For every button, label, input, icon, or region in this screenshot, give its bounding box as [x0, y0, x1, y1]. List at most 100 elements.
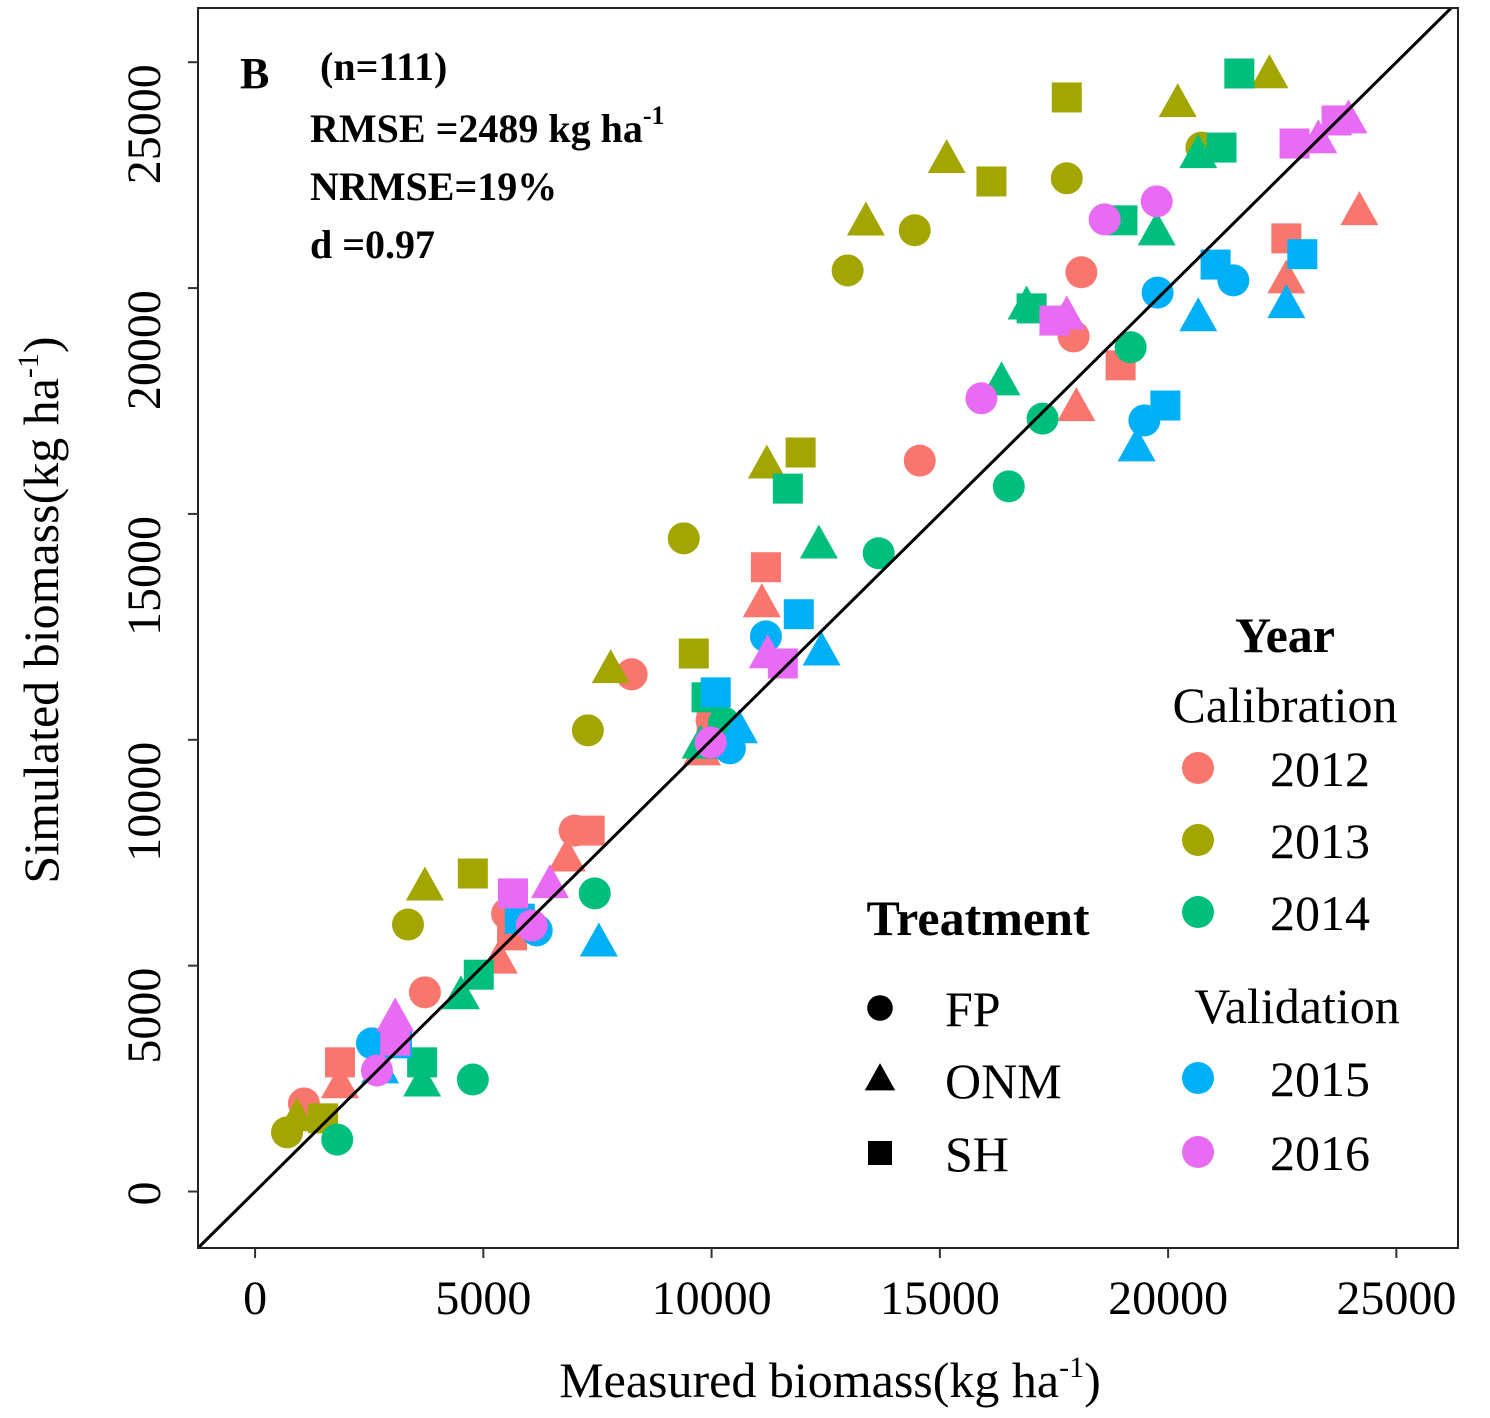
legend-treatment-title: Treatment: [866, 890, 1089, 946]
point-2013-sh: [1051, 82, 1082, 113]
point-2014-fp: [862, 537, 895, 570]
point-2012-onm: [547, 837, 586, 872]
legend: Year Calibration Validation 2012 2013 2014…: [864, 607, 1400, 1182]
point-2013-onm: [1158, 83, 1197, 118]
point-2015-onm: [719, 709, 758, 744]
point-2012-sh: [750, 552, 781, 583]
legend-key-2013: [1182, 824, 1214, 856]
point-2015-fp: [749, 620, 782, 653]
point-2013-onm: [1250, 54, 1289, 89]
y-axis-title-text: Simulated biomass(kg ha: [13, 378, 69, 884]
x-tick-label: 0: [243, 1272, 267, 1325]
y-axis-title-sup: -1: [12, 353, 45, 378]
point-2013-sh: [785, 437, 816, 468]
point-2013-fp: [831, 254, 864, 287]
point-2014-fp: [321, 1123, 354, 1156]
legend-label-2016: 2016: [1270, 1125, 1370, 1181]
point-2012-onm: [742, 583, 781, 618]
point-2016-fp: [965, 382, 998, 415]
point-2013-onm: [405, 866, 444, 901]
point-2012-sh: [574, 815, 605, 846]
point-2013-fp: [898, 214, 931, 247]
point-2012-fp: [408, 976, 441, 1009]
point-2012-fp: [903, 444, 936, 477]
legend-year-title: Year: [1235, 607, 1335, 663]
point-2015-sh: [1200, 249, 1231, 280]
panel-label: B: [240, 49, 269, 98]
legend-key-2012: [1182, 752, 1214, 784]
point-2013-onm: [927, 139, 966, 174]
legend-label-onm: ONM: [945, 1053, 1062, 1109]
legend-key-2014: [1182, 896, 1214, 928]
annotation-nrmse: NRMSE=19%: [310, 164, 557, 209]
point-2012-onm: [320, 1064, 359, 1099]
point-2015-fp: [1141, 276, 1174, 309]
point-2014-fp: [578, 877, 611, 910]
point-2014-fp: [456, 1063, 489, 1096]
point-2016-onm: [376, 997, 415, 1032]
y-tick-label: 5000: [118, 968, 171, 1064]
point-2014-sh: [1206, 132, 1237, 163]
legend-years: 2012 2013 2014 2015 2016: [1182, 741, 1370, 1181]
point-2016-sh: [498, 878, 528, 909]
x-axis: 0 5000 10000 15000 20000 25000: [243, 1248, 1456, 1325]
point-2016-sh: [767, 648, 798, 679]
legend-key-2016: [1182, 1136, 1214, 1168]
legend-label-2013: 2013: [1270, 813, 1370, 869]
x-tick-label: 25000: [1336, 1272, 1456, 1325]
legend-label-sh: SH: [945, 1126, 1009, 1182]
point-2013-fp: [392, 908, 424, 941]
y-axis-title-end: ): [13, 336, 69, 353]
point-2014-onm: [441, 975, 480, 1010]
point-2014-fp: [1114, 331, 1147, 364]
x-axis-title-end: ): [1084, 1352, 1101, 1408]
point-2013-fp: [667, 522, 700, 555]
legend-label-fp: FP: [945, 981, 1001, 1037]
point-2013-fp: [571, 714, 604, 747]
point-2016-fp: [515, 909, 548, 942]
point-2016-sh: [380, 1025, 411, 1056]
point-2014-sh: [407, 1047, 438, 1078]
point-2012-onm: [1267, 259, 1306, 294]
x-tick-label: 10000: [652, 1272, 772, 1325]
point-2016-sh: [1039, 305, 1070, 336]
point-2014-sh: [463, 959, 494, 990]
y-axis: 0 5000 10000 15000 20000 25000: [118, 61, 198, 1206]
point-2015-onm: [1267, 284, 1306, 319]
legend-key-fp: [867, 995, 893, 1021]
point-2014-onm: [799, 524, 838, 559]
legend-label-2015: 2015: [1270, 1051, 1370, 1107]
point-2013-onm: [747, 444, 786, 479]
point-2013-fp: [1050, 162, 1083, 195]
legend-treatments: FP ONM SH: [864, 981, 1062, 1182]
point-2016-fp: [1140, 185, 1173, 218]
point-2014-onm: [403, 1062, 442, 1097]
point-2014-fp: [1026, 402, 1059, 435]
legend-validation-label: Validation: [1194, 978, 1400, 1034]
x-axis-title-text: Measured biomass(kg ha: [559, 1352, 1059, 1408]
y-axis-title: Simulated biomass(kg ha-1): [12, 336, 69, 883]
point-2013-onm: [591, 649, 630, 684]
point-2015-sh: [1150, 390, 1181, 421]
point-2013-sh: [976, 166, 1007, 197]
point-2015-sh: [783, 599, 814, 630]
legend-key-2015: [1182, 1062, 1214, 1094]
point-2014-sh: [772, 473, 803, 504]
point-2014-fp: [992, 470, 1025, 503]
annotation-rmse: RMSE =2489 kg ha-1: [310, 101, 665, 151]
x-tick-label: 5000: [435, 1272, 531, 1325]
point-2013-onm: [278, 1097, 317, 1132]
point-2014-onm: [1137, 211, 1176, 246]
y-tick-label: 20000: [118, 290, 171, 410]
legend-label-2014: 2014: [1270, 885, 1370, 941]
point-2015-sh: [700, 677, 731, 708]
y-tick-label: 10000: [118, 742, 171, 862]
plot-panel-border: [197, 7, 1459, 1249]
point-2013-sh: [457, 858, 488, 889]
point-2013-sh: [678, 638, 709, 669]
legend-calibration-label: Calibration: [1173, 677, 1398, 733]
point-2015-onm: [802, 631, 841, 666]
point-2012-sh: [324, 1047, 355, 1078]
point-2015-onm: [579, 922, 618, 957]
